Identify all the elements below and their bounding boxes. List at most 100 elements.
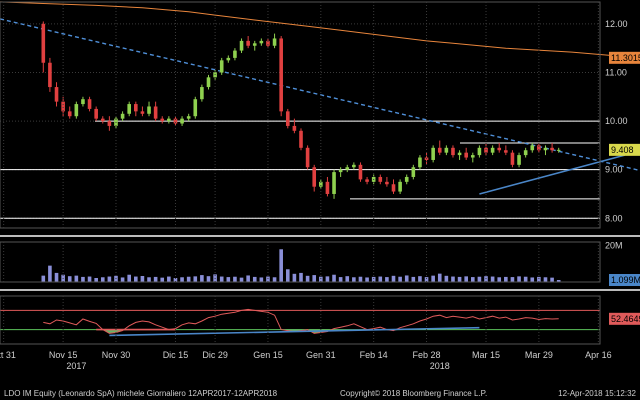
volume-bar xyxy=(385,277,389,282)
candle-body xyxy=(404,176,409,182)
candle-body xyxy=(537,145,541,151)
candle-body xyxy=(431,147,435,160)
candle-body xyxy=(418,157,422,168)
volume-bar xyxy=(358,276,363,282)
candle-body xyxy=(530,145,535,151)
rsi-panel xyxy=(0,308,600,337)
volume-bar xyxy=(325,276,330,282)
volume-bar xyxy=(259,277,264,282)
rsi-badge: 52.4649 xyxy=(609,312,640,325)
candle-body xyxy=(444,147,449,153)
candle-body xyxy=(358,164,363,180)
volume-bar xyxy=(134,276,138,282)
candle-body xyxy=(292,125,297,131)
candle-body xyxy=(470,155,475,158)
candle-body xyxy=(120,113,125,119)
volume-bar xyxy=(404,275,409,282)
candle-body xyxy=(378,176,383,182)
candle-body xyxy=(107,121,112,126)
volume-bar xyxy=(537,276,541,282)
candle-body xyxy=(517,155,521,165)
footer: LDO IM Equity (Leonardo SpA) michele Gio… xyxy=(4,389,637,398)
volume-bar xyxy=(451,276,455,282)
x-tick-label: Apr 16 xyxy=(585,350,612,360)
candle-body xyxy=(239,40,244,51)
volume-bar xyxy=(94,278,98,282)
candle-body xyxy=(332,172,336,194)
candle-body xyxy=(457,152,462,156)
volume-bar xyxy=(431,275,435,282)
candle-body xyxy=(100,118,105,122)
x-tick-label: Nov 30 xyxy=(102,350,131,360)
volume-bar xyxy=(543,277,548,282)
candle-body xyxy=(140,111,145,114)
candle-body xyxy=(391,184,396,192)
volume-bar xyxy=(279,249,283,282)
volume-bar xyxy=(556,280,561,282)
x-tick-label: Mar 29 xyxy=(525,350,553,360)
volume-bar xyxy=(312,275,317,282)
volume-badge-text: 1.099M xyxy=(611,275,640,285)
volume-bar xyxy=(352,277,356,282)
volume-badge: 1.099M xyxy=(609,274,640,287)
volume-bar xyxy=(252,276,257,282)
y-tick-label: 12.00 xyxy=(605,19,628,29)
candle-body xyxy=(451,147,455,156)
volume-bar xyxy=(517,276,521,282)
volume-bar xyxy=(246,275,250,282)
candle-body xyxy=(484,147,488,153)
x-tick-label: Ott 31 xyxy=(0,350,16,360)
x-tick-label: Nov 15 xyxy=(49,350,78,360)
volume-badge-bg xyxy=(609,274,640,287)
volume-bar xyxy=(497,277,502,282)
candle-body xyxy=(252,43,257,46)
volume-bar xyxy=(200,275,204,282)
candle-body xyxy=(127,104,132,114)
candle-body xyxy=(54,87,59,102)
volume-bar xyxy=(266,276,270,282)
candle-body xyxy=(167,118,171,122)
volume-bar xyxy=(305,275,310,282)
volume-bar xyxy=(299,272,303,282)
x-tick-label: Feb 14 xyxy=(360,350,388,360)
volume-bar xyxy=(523,276,528,282)
volume-bar xyxy=(160,277,165,282)
volume-bar xyxy=(470,277,475,282)
volume-bar xyxy=(484,276,488,282)
x-tick-label: Gen 15 xyxy=(253,350,283,360)
volume-bar xyxy=(437,273,442,282)
volume-bar xyxy=(87,276,92,282)
price-panel: 12.00 11.00 10.00 9.00 8.00 xyxy=(0,1,640,223)
price-frame xyxy=(0,1,601,229)
volume-bar xyxy=(193,276,198,282)
volume-bar xyxy=(444,275,449,282)
candle-body xyxy=(206,77,211,88)
candle-body xyxy=(543,147,548,151)
candle-body xyxy=(266,40,270,46)
candle-body xyxy=(153,106,158,119)
x-tick-label: Dic 29 xyxy=(202,350,228,360)
volume-bar xyxy=(285,269,290,282)
candle-body xyxy=(48,62,52,88)
y-tick-label: 9.00 xyxy=(605,165,623,175)
volume-bar xyxy=(378,276,383,282)
y-tick-label: 10.00 xyxy=(605,116,628,126)
candle-body xyxy=(134,104,138,112)
volume-bar xyxy=(272,277,277,282)
volume-bar xyxy=(391,275,396,282)
candle-body xyxy=(550,147,554,151)
candle-body xyxy=(338,169,343,173)
volume-bar xyxy=(292,273,297,282)
candle-body xyxy=(504,150,508,153)
x-tick-label: Dic 15 xyxy=(163,350,189,360)
candle-body xyxy=(398,181,402,192)
candle-body xyxy=(319,181,323,187)
volume-bar xyxy=(530,277,535,282)
candle-body xyxy=(272,38,277,46)
volume-bar xyxy=(67,276,72,282)
candle-body xyxy=(246,40,250,46)
candle-body xyxy=(81,99,85,105)
candle-body xyxy=(352,164,356,168)
y-tick-label: 8.00 xyxy=(605,213,623,223)
